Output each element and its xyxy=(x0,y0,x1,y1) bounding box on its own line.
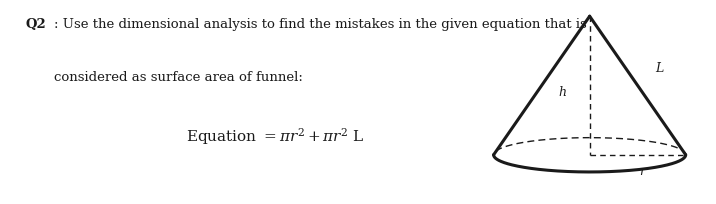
Text: L: L xyxy=(655,62,664,75)
Text: considered as surface area of funnel:: considered as surface area of funnel: xyxy=(54,71,303,84)
Text: Q2: Q2 xyxy=(25,18,46,31)
Text: Equation $= \pi r^2 + \pi r^2$ L: Equation $= \pi r^2 + \pi r^2$ L xyxy=(186,126,365,147)
Text: : Use the dimensional analysis to find the mistakes in the given equation that i: : Use the dimensional analysis to find t… xyxy=(54,18,586,31)
Text: r: r xyxy=(639,165,645,178)
Text: h: h xyxy=(558,86,566,99)
